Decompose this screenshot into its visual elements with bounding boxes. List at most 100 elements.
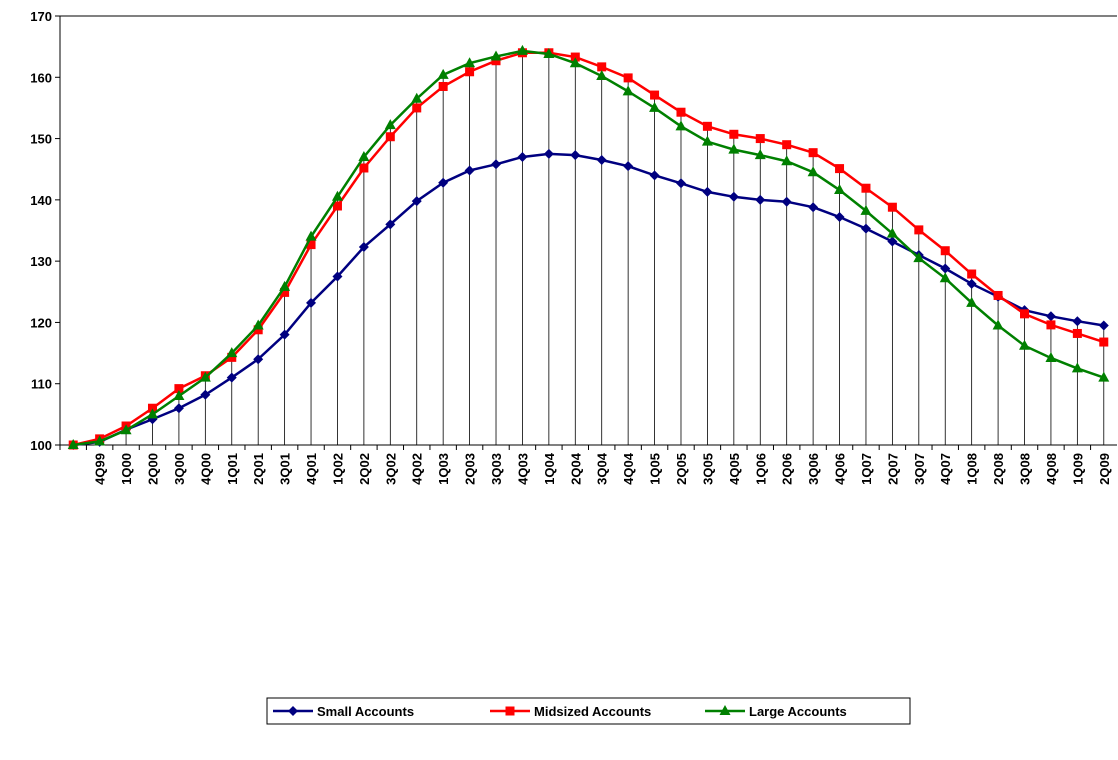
- x-tick-label: 2Q00: [145, 453, 160, 485]
- x-tick-label: 1Q08: [965, 453, 980, 485]
- marker: [146, 408, 158, 419]
- x-tick-label: 1Q02: [330, 453, 345, 485]
- marker: [252, 319, 264, 330]
- x-tick-label: 3Q05: [700, 453, 715, 485]
- marker: [781, 155, 793, 166]
- marker: [597, 62, 607, 72]
- marker: [491, 56, 501, 66]
- marker: [306, 297, 317, 308]
- marker: [280, 287, 290, 297]
- marker: [860, 204, 872, 215]
- marker: [173, 403, 184, 414]
- marker: [490, 50, 502, 61]
- x-tick-label: 1Q00: [119, 453, 134, 485]
- marker: [358, 150, 370, 161]
- marker: [279, 280, 291, 291]
- marker: [650, 90, 660, 100]
- marker: [622, 85, 634, 96]
- marker: [729, 129, 739, 139]
- marker: [967, 269, 977, 279]
- marker: [543, 148, 554, 159]
- x-tick-label: 1Q06: [753, 453, 768, 485]
- x-tick-label: 1Q09: [1070, 453, 1085, 485]
- marker: [331, 190, 343, 201]
- y-tick-label: 160: [30, 70, 52, 85]
- marker: [200, 389, 211, 400]
- marker: [253, 354, 264, 365]
- x-tick-label: 4Q07: [938, 453, 953, 485]
- marker: [227, 352, 237, 362]
- x-tick-label: 2Q05: [674, 453, 689, 485]
- marker: [808, 148, 818, 158]
- y-tick-label: 170: [30, 9, 52, 24]
- marker: [199, 371, 211, 382]
- x-tick-label: 4Q01: [304, 453, 319, 485]
- marker: [860, 223, 871, 234]
- x-tick-label: 1Q07: [859, 453, 874, 485]
- marker: [1019, 339, 1031, 350]
- x-tick-label: 4Q02: [410, 453, 425, 485]
- x-tick-label: 2Q04: [568, 452, 583, 485]
- marker: [491, 159, 502, 170]
- marker: [940, 263, 951, 274]
- marker: [649, 170, 660, 181]
- legend-label: Large Accounts: [749, 704, 847, 719]
- marker: [465, 67, 475, 77]
- marker: [596, 70, 608, 81]
- marker: [332, 201, 342, 211]
- marker: [173, 389, 185, 400]
- marker: [887, 202, 897, 212]
- marker: [1020, 309, 1030, 319]
- marker: [411, 92, 423, 103]
- x-tick-label: 3Q03: [489, 453, 504, 485]
- x-tick-label: 2Q03: [463, 453, 478, 485]
- y-tick-label: 140: [30, 193, 52, 208]
- marker: [807, 166, 819, 177]
- marker: [438, 177, 449, 188]
- marker: [623, 161, 634, 172]
- marker: [993, 290, 1003, 300]
- marker: [966, 296, 978, 307]
- marker: [384, 119, 396, 130]
- x-tick-label: 4Q03: [515, 453, 530, 485]
- marker: [385, 219, 396, 230]
- y-tick-label: 100: [30, 438, 52, 453]
- marker: [754, 149, 766, 160]
- marker: [288, 706, 298, 716]
- x-tick-label: 3Q02: [383, 453, 398, 485]
- marker: [1046, 320, 1056, 330]
- y-tick-label: 150: [30, 132, 52, 147]
- marker: [570, 52, 580, 62]
- marker: [992, 319, 1004, 330]
- marker: [174, 384, 184, 394]
- marker: [755, 134, 765, 144]
- series-line: [73, 152, 1104, 447]
- x-tick-label: 1Q01: [225, 453, 240, 485]
- x-tick-label: 1Q03: [436, 453, 451, 485]
- marker: [464, 57, 476, 68]
- marker: [305, 230, 317, 241]
- marker: [913, 252, 925, 263]
- x-tick-label: 1Q05: [648, 453, 663, 485]
- marker: [253, 325, 263, 335]
- marker: [719, 705, 731, 715]
- marker: [279, 329, 290, 340]
- marker: [728, 143, 740, 154]
- marker: [675, 178, 686, 189]
- y-tick-label: 130: [30, 254, 52, 269]
- marker: [1072, 328, 1082, 338]
- marker: [332, 271, 343, 282]
- marker: [569, 57, 581, 68]
- marker: [67, 439, 79, 449]
- x-tick-label: 2Q01: [251, 453, 266, 485]
- marker: [701, 135, 713, 146]
- marker: [596, 155, 607, 166]
- marker: [120, 424, 132, 435]
- marker: [835, 164, 845, 174]
- marker: [570, 150, 581, 161]
- marker: [675, 120, 687, 131]
- marker: [438, 81, 448, 91]
- x-tick-label: 3Q01: [278, 453, 293, 485]
- x-tick-label: 2Q06: [780, 453, 795, 485]
- marker: [887, 236, 898, 247]
